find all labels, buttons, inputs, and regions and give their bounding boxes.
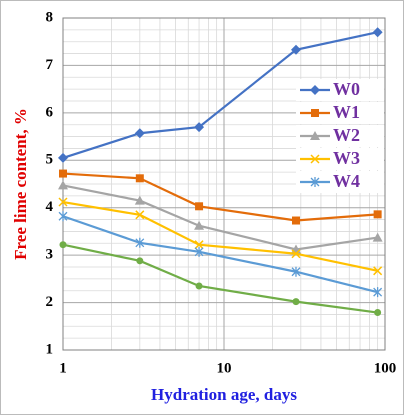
marker <box>134 128 145 139</box>
y-tick-label: 8 <box>46 9 54 25</box>
marker <box>311 109 319 117</box>
legend-bg <box>296 125 384 147</box>
marker <box>291 249 301 259</box>
marker <box>134 195 145 205</box>
x-tick-label: 1 <box>59 360 67 376</box>
marker <box>292 298 300 306</box>
legend-label: W2 <box>333 125 360 145</box>
marker <box>310 154 320 164</box>
marker <box>58 197 68 207</box>
marker <box>195 282 203 290</box>
marker <box>58 152 68 163</box>
marker <box>59 241 67 249</box>
marker <box>135 210 145 220</box>
marker <box>310 131 320 140</box>
y-tick-label: 2 <box>46 294 54 310</box>
legend-bg <box>296 148 384 170</box>
x-tick-label: 10 <box>217 360 232 376</box>
marker <box>136 257 144 265</box>
legend-label: W3 <box>333 148 360 168</box>
marker <box>194 220 205 230</box>
legend-label: W4 <box>333 171 360 191</box>
marker <box>195 202 204 211</box>
marker <box>374 309 382 317</box>
y-tick-label: 5 <box>46 152 54 168</box>
marker <box>194 122 205 133</box>
marker <box>290 44 301 55</box>
legend-bg <box>296 171 384 193</box>
marker <box>310 177 320 187</box>
legend-bg <box>296 79 384 101</box>
y-tick-label: 1 <box>46 341 54 357</box>
marker <box>373 266 383 276</box>
marker <box>194 240 204 250</box>
marker <box>135 174 144 183</box>
legend-label: W0 <box>333 79 360 99</box>
y-tick-label: 4 <box>46 199 54 215</box>
y-tick-label: 6 <box>46 104 54 120</box>
marker <box>58 211 68 222</box>
marker <box>372 232 383 242</box>
marker <box>135 237 145 248</box>
y-axis-label: Free lime content, % <box>11 108 30 260</box>
marker <box>310 85 320 95</box>
legend-bg <box>296 102 384 124</box>
marker <box>291 216 300 225</box>
legend-label: W1 <box>333 102 360 122</box>
marker <box>373 287 383 298</box>
marker <box>372 27 383 38</box>
marker <box>59 169 67 178</box>
marker <box>194 246 204 257</box>
y-tick-label: 7 <box>46 57 54 73</box>
marker <box>373 210 382 219</box>
y-tick-label: 3 <box>46 247 54 263</box>
x-tick-label: 100 <box>374 360 397 376</box>
marker <box>58 180 68 190</box>
x-axis-label: Hydration age, days <box>151 385 297 404</box>
marker <box>291 266 301 277</box>
